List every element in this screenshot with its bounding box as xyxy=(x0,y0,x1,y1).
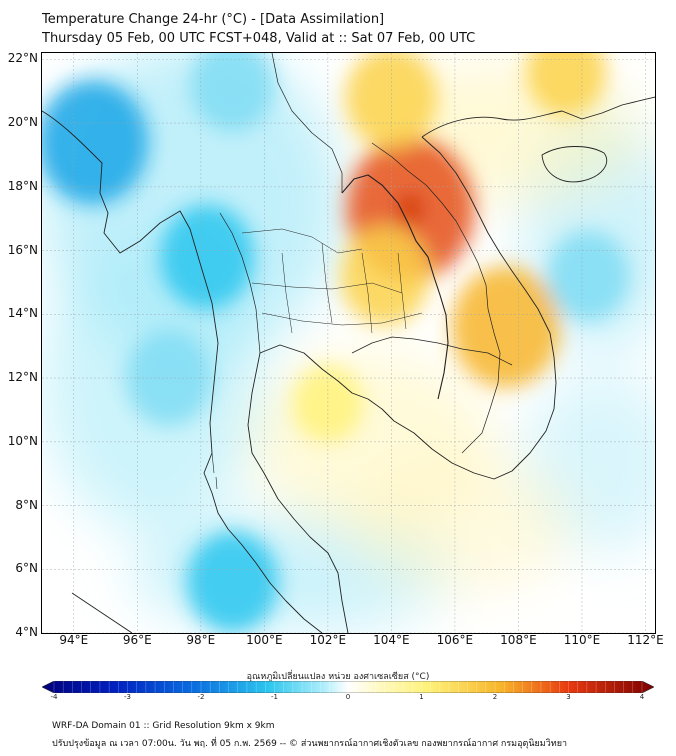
colorbar-tick: 0 xyxy=(345,693,351,701)
anomaly-andaman-sea xyxy=(125,329,213,427)
lat-label: 8°N xyxy=(15,497,38,512)
temperature-map xyxy=(41,52,656,634)
footer-update-info: ปรับปรุงข้อมูล ณ เวลา 07:00น. วัน พฤ. ที… xyxy=(52,739,568,749)
lon-label: 94°E xyxy=(59,633,89,647)
indochina-coast xyxy=(393,136,557,480)
colorbar-tick: -2 xyxy=(197,693,205,701)
anomaly-bay-of-bengal-north xyxy=(42,80,149,205)
lat-label: 12°N xyxy=(7,370,38,385)
lat-label: 6°N xyxy=(15,561,38,576)
border-cambodia-vietnam xyxy=(461,308,501,454)
anomaly-gulf-coast xyxy=(292,365,364,442)
lat-label: 10°N xyxy=(7,433,38,448)
border-thai-myanmar xyxy=(219,212,261,354)
lon-label: 108°E xyxy=(500,633,537,647)
colorbar-tick: 3 xyxy=(566,693,571,701)
lon-label: 104°E xyxy=(373,633,410,647)
colorbar xyxy=(42,681,654,693)
sumatra-coast xyxy=(71,592,133,633)
anomaly-myanmar-west xyxy=(159,204,255,310)
anomaly-southern-thailand xyxy=(186,531,279,633)
colorbar-tick: 4 xyxy=(639,693,645,701)
lat-label: 14°N xyxy=(7,306,38,321)
map-title: Temperature Change 24-hr (°C) - [Data As… xyxy=(42,12,385,27)
border-myanmar-china xyxy=(271,53,343,193)
anomaly-south-china-sea-north xyxy=(526,53,607,117)
lon-label: 112°E xyxy=(627,633,664,647)
malay-peninsula-west xyxy=(211,492,323,633)
lat-label: 18°N xyxy=(7,178,38,193)
lat-label: 22°N xyxy=(7,51,38,66)
gulf-coast xyxy=(259,344,395,422)
lon-label: 96°E xyxy=(122,633,152,647)
lat-label: 20°N xyxy=(7,115,38,130)
anomaly-south-china-sea xyxy=(547,230,630,322)
coastlines-borders xyxy=(42,53,655,633)
hainan-island xyxy=(541,146,608,183)
lon-label: 106°E xyxy=(436,633,474,647)
lon-label: 110°E xyxy=(563,633,601,647)
colorbar-tick: 1 xyxy=(419,693,424,701)
border-mekong xyxy=(341,174,449,400)
anomaly-northeast-thailand xyxy=(340,226,430,326)
lat-lon-gridlines xyxy=(42,53,655,633)
anomaly-northern-laos xyxy=(345,53,438,149)
border-laos-vietnam xyxy=(371,142,489,310)
anomaly-core xyxy=(398,193,423,226)
lat-label: 16°N xyxy=(7,242,38,257)
colorbar-tick: 2 xyxy=(492,693,498,701)
tonkin-coast xyxy=(421,96,655,138)
footer-model-info: WRF-DA Domain 01 :: Grid Resolution 9km … xyxy=(52,721,275,731)
myanmar-coast xyxy=(42,110,219,494)
thai-provinces xyxy=(241,228,423,334)
colorbar-tick: -3 xyxy=(124,693,131,701)
lon-label: 102°E xyxy=(309,633,347,647)
anomaly-upper-myanmar xyxy=(190,53,275,132)
colorbar-tick: -4 xyxy=(50,693,58,701)
border-cambodia xyxy=(351,336,513,366)
map-subtitle: Thursday 05 Feb, 00 UTC FCST+048, Valid … xyxy=(42,31,476,46)
colorbar-tick: -1 xyxy=(271,693,278,701)
anomaly-southern-vietnam-highlands xyxy=(451,266,561,388)
lon-label: 98°E xyxy=(186,633,216,647)
andaman-islands xyxy=(211,452,218,490)
lon-label: 100°E xyxy=(246,633,283,647)
colorbar-title: อุณหภูมิเปลี่ยนแปลง หน่วย องศาเซลเซียส (… xyxy=(246,672,430,682)
malay-peninsula-east xyxy=(247,352,349,633)
lat-label: 4°N xyxy=(15,625,38,639)
